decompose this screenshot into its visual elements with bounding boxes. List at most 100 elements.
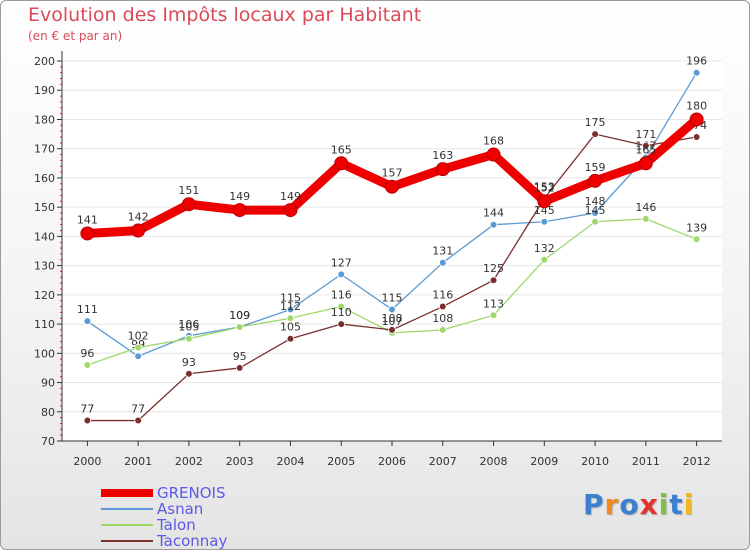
data-point-asnan <box>337 270 346 279</box>
x-tick-label: 2002 <box>175 455 203 468</box>
data-point-taconnay <box>388 326 396 334</box>
data-label-taconnay: 77 <box>80 403 94 416</box>
data-point-talon <box>540 255 549 264</box>
data-point-talon <box>337 302 346 311</box>
data-point-taconnay <box>134 416 142 425</box>
data-label-grenois: 142 <box>128 211 149 224</box>
data-point-talon <box>591 217 599 226</box>
data-point-grenois <box>232 203 247 218</box>
data-label-grenois: 149 <box>280 190 301 203</box>
x-tick-label: 2004 <box>276 455 304 468</box>
data-point-asnan <box>134 352 142 361</box>
legend-swatch-taconnay <box>101 540 153 542</box>
y-tick-label: 160 <box>34 172 55 185</box>
data-label-taconnay: 175 <box>585 116 606 129</box>
y-tick-label: 140 <box>34 230 55 243</box>
data-point-asnan <box>286 305 295 314</box>
y-tick-label: 120 <box>34 289 55 302</box>
data-point-grenois <box>435 162 450 177</box>
logo-letter: i <box>683 488 695 521</box>
data-point-talon <box>642 215 650 223</box>
data-label-talon: 107 <box>382 315 403 328</box>
data-label-asnan: 144 <box>483 207 504 220</box>
plot-area <box>62 61 722 441</box>
data-point-taconnay <box>591 130 599 138</box>
data-point-taconnay <box>83 416 92 425</box>
data-label-grenois: 152 <box>534 181 555 194</box>
logo-letter: r <box>604 488 620 521</box>
data-point-talon <box>134 343 142 352</box>
data-label-talon: 105 <box>178 321 199 334</box>
data-label-taconnay: 171 <box>635 128 656 141</box>
y-tick-label: 90 <box>41 377 55 390</box>
logo-letter: t <box>669 488 684 521</box>
data-label-asnan: 106 <box>178 318 199 331</box>
data-point-grenois <box>588 173 603 188</box>
legend-label-grenois: GRENOIS <box>157 484 226 502</box>
data-point-taconnay <box>438 302 447 311</box>
legend-swatch-asnan <box>101 508 153 510</box>
legend-swatch-grenois <box>101 489 153 497</box>
proxiti-logo: Proxiti <box>583 488 694 521</box>
data-label-taconnay: 108 <box>382 312 403 325</box>
data-point-grenois <box>334 156 349 171</box>
data-label-grenois: 165 <box>331 143 352 156</box>
data-label-talon: 145 <box>585 204 606 217</box>
x-tick-label: 2005 <box>327 455 355 468</box>
data-label-talon: 112 <box>280 300 301 313</box>
data-point-talon <box>438 326 447 334</box>
y-tick-label: 190 <box>34 84 55 97</box>
data-label-grenois: 180 <box>686 99 707 112</box>
data-point-grenois <box>689 112 704 127</box>
logo-letter: P <box>583 488 605 521</box>
data-label-talon: 146 <box>635 201 656 214</box>
data-point-grenois <box>385 179 399 194</box>
data-label-taconnay: 105 <box>280 321 301 334</box>
data-point-taconnay <box>185 369 193 378</box>
x-tick-label: 2003 <box>226 455 254 468</box>
data-label-taconnay: 95 <box>233 350 247 363</box>
data-label-grenois: 149 <box>229 190 250 203</box>
legend-swatch-talon <box>101 524 153 526</box>
data-label-talon: 102 <box>128 329 149 342</box>
data-label-talon: 132 <box>534 242 555 255</box>
data-point-taconnay <box>642 141 650 150</box>
data-point-talon <box>185 334 193 343</box>
data-label-taconnay: 125 <box>483 262 504 275</box>
data-label-asnan: 111 <box>77 303 98 316</box>
y-tick-label: 110 <box>34 318 55 331</box>
data-label-grenois: 163 <box>432 149 453 162</box>
y-tick-label: 200 <box>34 55 55 68</box>
data-point-taconnay <box>337 320 346 328</box>
y-tick-label: 80 <box>41 406 55 419</box>
data-point-grenois <box>181 197 196 212</box>
data-point-talon <box>489 311 498 320</box>
data-point-taconnay <box>489 276 498 285</box>
y-tick-label: 180 <box>34 113 55 126</box>
data-point-talon <box>286 314 295 323</box>
data-label-talon: 113 <box>483 297 504 310</box>
data-point-taconnay <box>286 334 295 343</box>
data-label-grenois: 157 <box>382 167 403 180</box>
x-tick-label: 2007 <box>429 455 457 468</box>
logo-letter: o <box>619 488 640 521</box>
y-tick-label: 170 <box>34 143 55 156</box>
data-point-asnan <box>540 217 549 226</box>
x-tick-label: 2012 <box>683 455 711 468</box>
data-point-asnan <box>438 258 447 267</box>
logo-letter: i <box>658 488 670 521</box>
chart-subtitle: (en € et par an) <box>28 29 123 43</box>
data-point-talon <box>83 361 92 369</box>
legend-label-talon: Talon <box>157 516 196 534</box>
y-tick-label: 70 <box>41 435 55 448</box>
data-label-asnan: 115 <box>382 291 403 304</box>
data-point-grenois <box>283 203 298 218</box>
y-tick-label: 100 <box>34 347 55 360</box>
data-point-talon <box>692 235 701 244</box>
data-point-grenois <box>638 156 653 171</box>
x-tick-label: 2000 <box>73 455 101 468</box>
data-label-grenois: 141 <box>77 213 98 226</box>
data-label-taconnay: 153 <box>534 180 555 193</box>
data-label-asnan: 148 <box>585 195 606 208</box>
data-label-taconnay: 93 <box>182 356 196 369</box>
